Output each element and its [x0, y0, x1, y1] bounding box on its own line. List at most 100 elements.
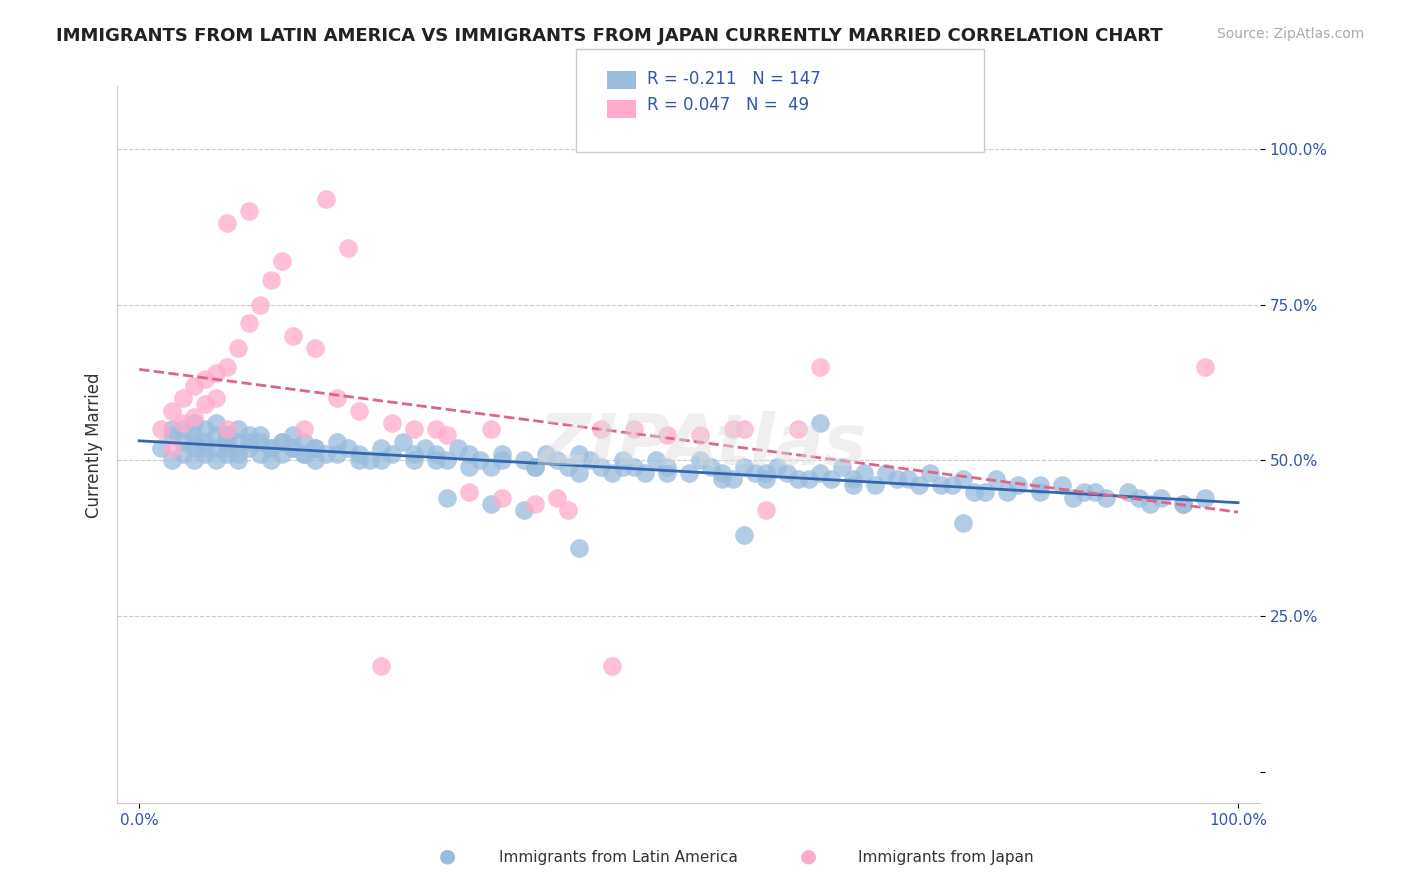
Point — [1050, 478, 1073, 492]
Point — [886, 472, 908, 486]
Point — [733, 459, 755, 474]
Point — [194, 397, 217, 411]
Point — [238, 204, 260, 219]
Point — [689, 428, 711, 442]
Point — [1194, 359, 1216, 374]
Point — [1194, 491, 1216, 505]
Point — [721, 472, 744, 486]
Point — [381, 447, 404, 461]
Text: ZIPAtlas: ZIPAtlas — [538, 411, 868, 481]
Point — [205, 428, 228, 442]
Point — [172, 434, 194, 449]
Point — [568, 447, 591, 461]
Point — [952, 516, 974, 530]
Point — [183, 453, 205, 467]
Point — [1139, 497, 1161, 511]
Point — [304, 441, 326, 455]
Point — [249, 447, 271, 461]
Point — [226, 434, 249, 449]
Point — [1029, 484, 1052, 499]
Point — [260, 272, 283, 286]
Point — [217, 217, 239, 231]
Point — [600, 466, 623, 480]
Point — [271, 434, 294, 449]
Point — [292, 447, 315, 461]
Point — [194, 422, 217, 436]
Text: R = -0.211   N = 147: R = -0.211 N = 147 — [647, 70, 821, 88]
Point — [1084, 484, 1107, 499]
Point — [513, 503, 536, 517]
Point — [238, 316, 260, 330]
Point — [447, 441, 470, 455]
Point — [875, 466, 897, 480]
Point — [1128, 491, 1150, 505]
Point — [1073, 484, 1095, 499]
Point — [1150, 491, 1173, 505]
Point — [600, 659, 623, 673]
Point — [183, 409, 205, 424]
Point — [754, 466, 776, 480]
Point — [568, 541, 591, 555]
Point — [217, 447, 239, 461]
Point — [425, 422, 447, 436]
Y-axis label: Currently Married: Currently Married — [86, 372, 103, 517]
Point — [160, 428, 183, 442]
Point — [217, 428, 239, 442]
Point — [436, 453, 458, 467]
Point — [281, 441, 304, 455]
Point — [612, 459, 634, 474]
Point — [413, 441, 436, 455]
Point — [315, 447, 337, 461]
Point — [1171, 497, 1194, 511]
Text: Immigrants from Japan: Immigrants from Japan — [858, 850, 1033, 865]
Point — [347, 447, 370, 461]
Point — [402, 447, 425, 461]
Point — [523, 459, 546, 474]
Text: R = 0.047   N =  49: R = 0.047 N = 49 — [647, 96, 808, 114]
Point — [238, 434, 260, 449]
Point — [402, 422, 425, 436]
Point — [326, 447, 349, 461]
Point — [347, 403, 370, 417]
Point — [678, 466, 700, 480]
Point — [1116, 484, 1139, 499]
Point — [271, 434, 294, 449]
Point — [183, 434, 205, 449]
Point — [557, 459, 579, 474]
Point — [853, 466, 876, 480]
Point — [721, 422, 744, 436]
Point — [281, 428, 304, 442]
Text: Immigrants from Latin America: Immigrants from Latin America — [499, 850, 738, 865]
Point — [513, 453, 536, 467]
Point — [304, 341, 326, 355]
Point — [336, 242, 359, 256]
Point — [304, 453, 326, 467]
Point — [479, 459, 502, 474]
Point — [172, 391, 194, 405]
Point — [1007, 478, 1029, 492]
Point — [810, 416, 832, 430]
Point — [655, 459, 678, 474]
Point — [865, 478, 887, 492]
Point — [292, 434, 315, 449]
Point — [183, 378, 205, 392]
Point — [765, 459, 787, 474]
Point — [468, 453, 491, 467]
Point — [810, 466, 832, 480]
Point — [194, 434, 217, 449]
Point — [205, 441, 228, 455]
Text: ●: ● — [800, 847, 817, 865]
Point — [633, 466, 655, 480]
Point — [183, 441, 205, 455]
Point — [931, 478, 953, 492]
Point — [194, 447, 217, 461]
Point — [281, 441, 304, 455]
Point — [974, 484, 997, 499]
Point — [655, 428, 678, 442]
Point — [183, 428, 205, 442]
Point — [1095, 491, 1118, 505]
Point — [612, 453, 634, 467]
Point — [150, 422, 173, 436]
Point — [557, 503, 579, 517]
Point — [292, 447, 315, 461]
